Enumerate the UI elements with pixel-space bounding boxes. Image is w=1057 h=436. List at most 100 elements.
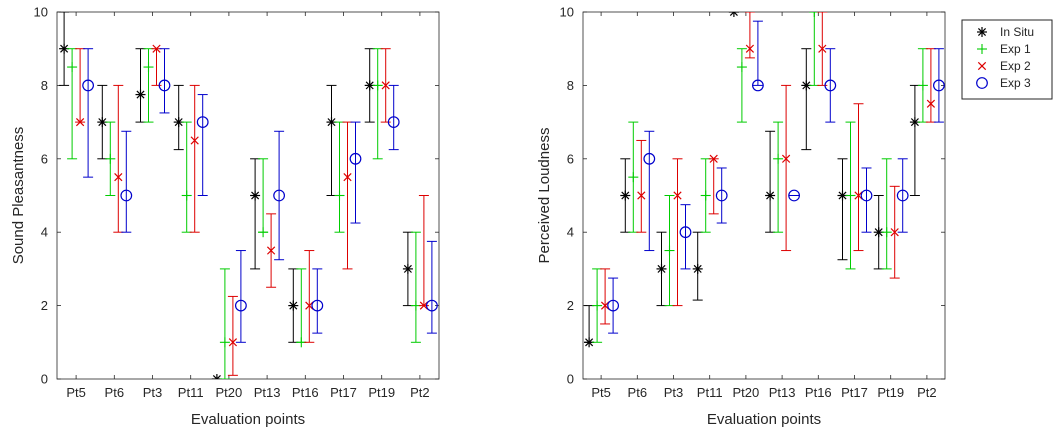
x-tick-label-pt16: Pt16 bbox=[292, 385, 319, 400]
point-in-situ-pt13-stroke bbox=[251, 191, 260, 200]
point-exp-3-pt3 bbox=[158, 79, 171, 92]
error-bar-exp-3-pt13 bbox=[274, 130, 285, 261]
point-exp-1-pt19 bbox=[372, 80, 383, 91]
legend-label-exp-2: Exp 2 bbox=[1000, 59, 1031, 73]
point-in-situ-pt20-stroke bbox=[212, 374, 218, 379]
x-tick-label-pt17: Pt17 bbox=[841, 385, 868, 400]
error-bar-exp-3-pt5 bbox=[83, 48, 94, 178]
point-exp-2-pt20-stroke bbox=[745, 44, 755, 53]
point-exp-3-pt11-ring bbox=[196, 116, 209, 128]
point-exp-2-pt11 bbox=[190, 136, 199, 145]
point-in-situ-pt3 bbox=[656, 263, 667, 274]
point-exp-2-pt5 bbox=[600, 301, 610, 310]
point-in-situ-pt5-stroke bbox=[60, 44, 69, 53]
point-exp-3-pt11 bbox=[715, 189, 728, 202]
error-bar-in-situ-pt16 bbox=[801, 48, 812, 151]
point-exp-3-pt6-ring bbox=[120, 189, 133, 202]
point-exp-2-pt20 bbox=[745, 44, 755, 53]
y-tick-label: 2 bbox=[567, 298, 574, 313]
point-exp-3-pt6 bbox=[120, 189, 133, 202]
legend-marker-exp-2 bbox=[977, 61, 987, 71]
point-in-situ-pt11 bbox=[692, 263, 703, 274]
legend-marker-in-situ-stroke bbox=[977, 27, 987, 37]
point-exp-3-pt17-ring bbox=[349, 152, 362, 165]
point-exp-2-pt13 bbox=[781, 154, 791, 163]
error-bar-exp-1-pt20 bbox=[736, 48, 747, 123]
point-exp-2-pt13-stroke bbox=[781, 154, 791, 163]
x-tick-label-pt19: Pt19 bbox=[877, 385, 904, 400]
point-in-situ-pt13 bbox=[250, 190, 261, 201]
point-exp-2-pt2 bbox=[926, 99, 936, 108]
point-exp-1-pt6 bbox=[628, 172, 639, 183]
legend-label-in-situ: In Situ bbox=[1000, 25, 1034, 39]
point-in-situ-pt20-stroke bbox=[216, 374, 221, 379]
point-exp-3-pt16 bbox=[824, 79, 837, 92]
point-exp-2-pt13-stroke bbox=[266, 246, 276, 255]
chart-perceived-loudness: 0 2 4 6 8 10 Pt5 Pt6 Pt3 Pt11 Pt20 Pt13 Pt16 Pt17 Pt19… bbox=[536, 5, 946, 428]
x-tick-label-pt3: Pt3 bbox=[664, 385, 684, 400]
x-tick-label-pt2: Pt2 bbox=[917, 385, 937, 400]
point-exp-3-pt16 bbox=[311, 299, 324, 312]
error-bar-exp-1-pt2 bbox=[410, 231, 421, 343]
point-exp-3-pt5-ring bbox=[82, 79, 94, 92]
x-tick-label-pt2: Pt2 bbox=[410, 385, 430, 400]
error-bar-exp-2-pt5 bbox=[600, 268, 611, 325]
x-axis-label: Evaluation points bbox=[707, 411, 821, 428]
point-in-situ-pt19-stroke bbox=[365, 81, 374, 90]
point-exp-3-pt11-ring bbox=[715, 189, 728, 202]
point-in-situ-pt3-stroke bbox=[136, 90, 145, 99]
point-exp-3-pt13 bbox=[273, 189, 286, 202]
error-bar-exp-2-pt20 bbox=[227, 295, 238, 376]
point-exp-3-pt3 bbox=[679, 226, 692, 239]
point-in-situ-pt3-stroke bbox=[657, 264, 666, 273]
point-exp-1-pt3 bbox=[143, 62, 154, 73]
point-in-situ-pt13-stroke bbox=[766, 191, 775, 200]
point-exp-3-pt20-ring bbox=[752, 79, 764, 92]
legend-marker-exp-1 bbox=[977, 44, 987, 54]
point-exp-2-pt11 bbox=[709, 154, 718, 163]
point-exp-1-pt13 bbox=[773, 153, 784, 164]
error-bar-exp-3-pt2 bbox=[933, 48, 944, 123]
point-exp-2-pt19-stroke bbox=[890, 228, 899, 237]
error-bar-exp-3-pt17 bbox=[350, 121, 361, 224]
point-exp-2-pt2 bbox=[419, 301, 429, 310]
y-tick-label: 2 bbox=[41, 298, 48, 313]
x-tick-label-pt20: Pt20 bbox=[216, 385, 243, 400]
point-exp-2-pt17-stroke bbox=[854, 191, 863, 200]
point-exp-3-pt16-ring bbox=[311, 299, 324, 312]
point-exp-1-pt13 bbox=[258, 227, 269, 238]
y-tick-label: 10 bbox=[34, 5, 48, 20]
point-exp-3-pt20 bbox=[234, 299, 247, 312]
point-exp-3-pt20-ring bbox=[234, 299, 247, 312]
error-bar-exp-3-pt11 bbox=[716, 167, 727, 224]
x-tick-label-pt13: Pt13 bbox=[769, 385, 796, 400]
point-exp-2-pt17 bbox=[343, 173, 352, 182]
point-exp-3-pt6 bbox=[643, 152, 656, 165]
point-exp-2-pt19 bbox=[381, 81, 390, 90]
point-exp-1-pt17 bbox=[845, 190, 856, 201]
point-exp-1-pt6 bbox=[105, 153, 116, 164]
point-in-situ-pt13 bbox=[765, 190, 776, 201]
point-in-situ-pt16 bbox=[288, 300, 299, 311]
point-exp-2-pt3 bbox=[152, 44, 161, 53]
data-layer bbox=[584, 12, 945, 348]
point-exp-1-pt19 bbox=[881, 227, 892, 238]
point-exp-3-pt6-ring bbox=[643, 152, 656, 165]
point-exp-3-pt5-ring bbox=[607, 299, 619, 312]
series-exp-3 bbox=[82, 48, 438, 343]
y-axis-label: Sound Pleasantness bbox=[10, 127, 27, 265]
x-tick-label-pt17: Pt17 bbox=[330, 385, 357, 400]
point-in-situ-pt5-stroke bbox=[585, 338, 594, 347]
point-exp-3-pt16-ring bbox=[824, 79, 837, 92]
point-exp-3-pt13-ring bbox=[273, 189, 286, 202]
error-bar-exp-3-pt17 bbox=[861, 167, 872, 233]
point-exp-3-pt2-ring bbox=[933, 79, 945, 92]
point-exp-2-pt16 bbox=[818, 44, 827, 53]
point-exp-3-pt19-ring bbox=[387, 116, 400, 128]
point-exp-1-pt11 bbox=[181, 190, 192, 201]
point-exp-2-pt16-stroke bbox=[305, 301, 314, 310]
point-in-situ-pt2 bbox=[909, 117, 920, 128]
point-in-situ-pt6-stroke bbox=[98, 118, 107, 127]
error-bar-exp-1-pt19 bbox=[881, 158, 892, 270]
data-layer bbox=[59, 12, 438, 379]
